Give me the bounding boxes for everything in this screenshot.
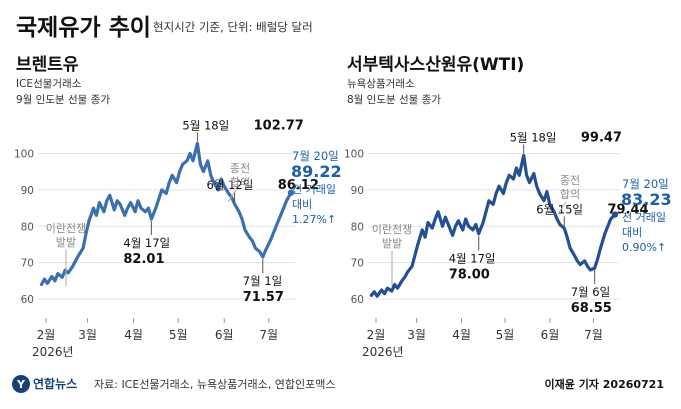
latest-date: 7월 20일 — [622, 177, 669, 191]
event-label-line1: 종전 — [560, 174, 580, 187]
latest-point-marker — [287, 189, 295, 196]
latest-change-line2: 대비 — [622, 226, 642, 239]
panel-brent: 브렌트유 ICE선물거래소 9월 인도분 선물 종가 60 70 80 90 100 2월 3월 4… — [14, 55, 342, 359]
yonhap-logo-mark: Y — [16, 378, 26, 391]
x-year-label: 2026년 — [362, 345, 404, 359]
contract-label: 9월 인도분 선물 종가 — [16, 94, 110, 106]
panel-title: 브렌트유 — [16, 55, 79, 75]
x-tick-label: 5월 — [169, 328, 188, 342]
x-tick-label: 4월 — [124, 328, 143, 342]
series-line — [369, 153, 617, 298]
x-tick-label: 6월 — [215, 328, 234, 342]
event-label-line2: 합의 — [560, 188, 580, 201]
x-tick-label: 3월 — [407, 328, 426, 342]
annotation-date: 6월 15일 — [536, 202, 583, 216]
annotation-value: 68.55 — [571, 301, 612, 316]
y-tick-label: 70 — [351, 258, 364, 270]
latest-change-line1: 전 거래일 — [622, 210, 666, 224]
annotation-value: 86.12 — [278, 178, 319, 193]
event-leader — [557, 201, 567, 215]
y-tick-label: 80 — [351, 221, 364, 233]
y-tick-label: 100 — [14, 148, 34, 160]
panel-wti: 서부텍사스산원유(WTI) 뉴욕상품거래소 8월 인도분 선물 종가 60 70 80 90… — [344, 55, 672, 359]
y-tick-label: 90 — [21, 185, 34, 197]
logo-text: 연합뉴스 — [33, 376, 77, 391]
x-tick-label: 2월 — [37, 328, 56, 342]
latest-value: 83.23 — [621, 190, 672, 209]
credit-text: 이재윤 기자 20260721 — [545, 377, 665, 391]
y-tick-label: 70 — [21, 258, 34, 270]
annotation-value: 78.00 — [449, 268, 490, 283]
annotation-date: 6월 12일 — [207, 178, 254, 192]
y-tick-label: 100 — [344, 148, 364, 160]
contract-label: 8월 인도분 선물 종가 — [347, 94, 441, 106]
x-tick-label: 3월 — [78, 328, 97, 342]
annotation-date: 5월 18일 — [510, 130, 557, 144]
x-tick-label: 7월 — [584, 328, 603, 342]
panel-title: 서부텍사스산원유(WTI) — [347, 55, 524, 75]
y-tick-label: 80 — [21, 221, 34, 233]
series-line — [39, 141, 293, 287]
y-tick-label: 60 — [351, 294, 364, 306]
x-tick-label: 7월 — [259, 328, 278, 342]
exchange-label: 뉴욕상품거래소 — [347, 78, 415, 90]
event-label-line1: 이란전쟁 — [46, 222, 86, 235]
annotation-date: 7월 6일 — [571, 285, 610, 299]
latest-change-value: 1.27%↑ — [292, 213, 336, 226]
x-year-label: 2026년 — [32, 345, 74, 359]
source-text: 자료: ICE선물거래소, 뉴욕상품거래소, 연합인포맥스 — [94, 378, 335, 391]
event-label-line2: 합의 — [230, 176, 250, 189]
event-label-line1: 이란전쟁 — [372, 223, 412, 236]
figure-title: 국제유가 추이 — [16, 15, 151, 41]
yonhap-logo-icon — [12, 375, 30, 393]
chart-panels: 브렌트유 ICE선물거래소 9월 인도분 선물 종가 60 70 80 90 100 2월 3월 4… — [14, 55, 672, 359]
y-tick-label: 60 — [21, 294, 34, 306]
annotation-value: 71.57 — [243, 290, 284, 305]
annotation-date: 4월 17일 — [123, 236, 170, 250]
figure-subtitle: 현지시간 기준, 단위: 배럴당 달러 — [153, 20, 313, 34]
event-label-line2: 발발 — [382, 237, 402, 250]
latest-change-line2: 대비 — [292, 198, 312, 211]
annotation-date: 4월 17일 — [449, 252, 496, 266]
y-tick-label: 90 — [351, 185, 364, 197]
x-tick-label: 5월 — [496, 328, 515, 342]
annotation-value: 99.47 — [581, 130, 622, 145]
event-label-line2: 발발 — [56, 236, 76, 249]
annotation-date: 5월 18일 — [182, 118, 229, 132]
latest-change-value: 0.90%↑ — [622, 241, 666, 254]
footer: Y 연합뉴스 자료: ICE선물거래소, 뉴욕상품거래소, 연합인포맥스 이재윤… — [12, 375, 664, 393]
exchange-label: ICE선물거래소 — [16, 78, 82, 90]
x-tick-label: 6월 — [541, 328, 560, 342]
event-label-line1: 종전 — [230, 162, 250, 175]
annotation-value: 102.77 — [254, 118, 304, 133]
annotation-value: 82.01 — [123, 252, 164, 267]
x-tick-label: 2월 — [367, 328, 386, 342]
event-leader — [227, 189, 237, 203]
latest-change-line1: 전 거래일 — [292, 182, 336, 196]
annotation-date: 7월 1일 — [243, 274, 282, 288]
latest-value: 89.22 — [291, 162, 342, 181]
latest-date: 7월 20일 — [292, 149, 339, 163]
latest-point-marker — [611, 211, 619, 218]
x-tick-label: 4월 — [452, 328, 471, 342]
